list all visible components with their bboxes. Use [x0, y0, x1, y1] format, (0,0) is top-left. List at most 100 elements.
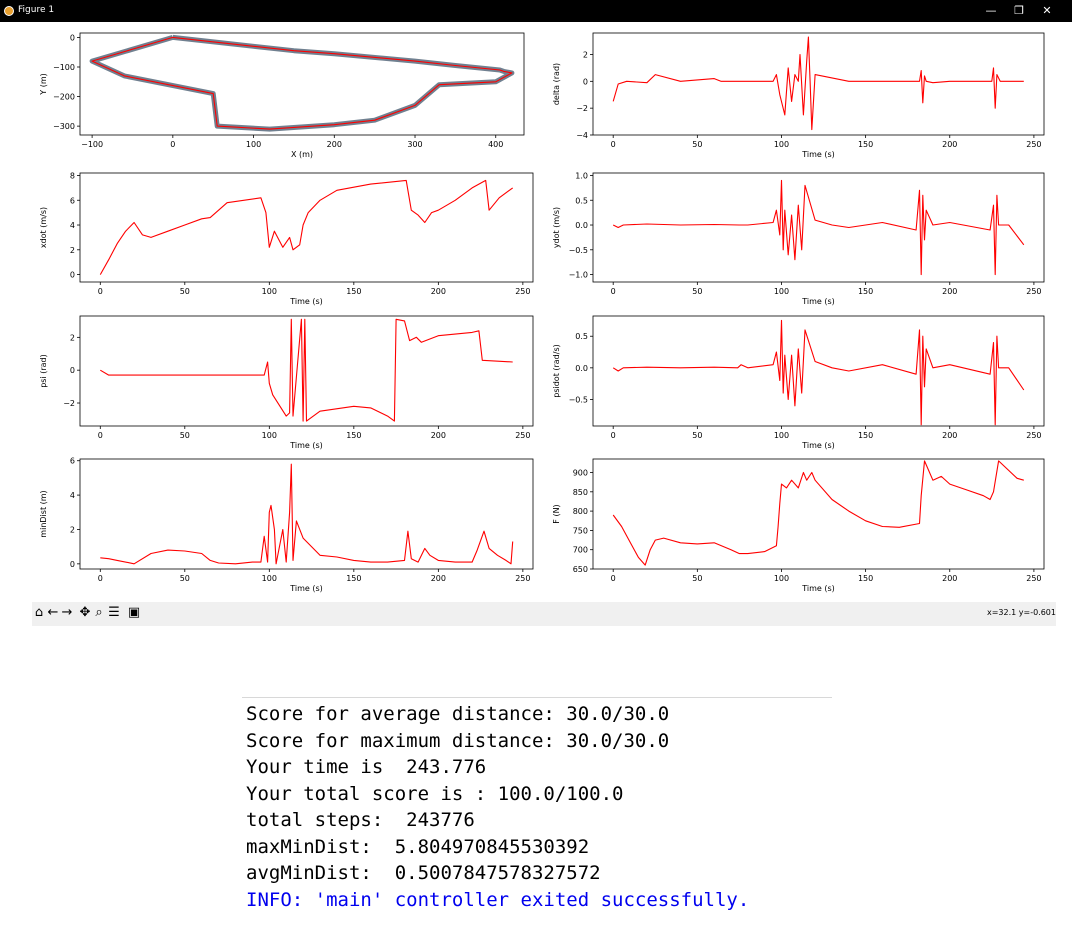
- y-tick-label: 6: [70, 196, 75, 205]
- y-tick-label: 850: [573, 488, 588, 497]
- x-tick-label: 250: [1026, 287, 1041, 296]
- console-output: Score for average distance: 30.0/30.0 Sc…: [242, 697, 832, 913]
- y-axis-label: Y (m): [39, 73, 48, 95]
- axes-frame: [592, 458, 1045, 570]
- y-tick-label: −0.5: [569, 246, 588, 255]
- y-tick-label: 2: [70, 333, 75, 342]
- x-tick-label: 0: [170, 140, 175, 149]
- y-axis-label: delta (rad): [552, 63, 561, 105]
- y-tick-label: −2: [63, 399, 75, 408]
- x-tick-label: 150: [858, 431, 873, 440]
- pan-button[interactable]: ✥: [79, 605, 91, 620]
- y-axis-label: xdot (m/s): [39, 207, 48, 248]
- window-titlebar: Figure 1 — ❐ ✕: [0, 0, 1072, 22]
- x-axis-label: Time (s): [801, 150, 835, 159]
- x-axis-label: Time (s): [289, 297, 323, 306]
- y-tick-label: −0.5: [569, 395, 588, 404]
- x-tick-label: 150: [346, 431, 361, 440]
- track-series-line: [91, 36, 513, 130]
- close-button[interactable]: ✕: [1042, 4, 1052, 17]
- figure-canvas[interactable]: −100 0 100 200 300 400 0 −100 −200 −300 X (m) Y (m)…: [0, 22, 1072, 600]
- navigation-toolbar: ⌂ ← → ✥ ⌕ ☰ ▣ x=32.1 y=-0.601: [32, 602, 1056, 626]
- x-tick-label: 200: [942, 574, 957, 583]
- x-axis-label: Time (s): [801, 441, 835, 450]
- y-tick-label: 1.0: [575, 171, 588, 180]
- matplotlib-icon: [4, 6, 14, 16]
- y-tick-label: 0.0: [575, 364, 588, 373]
- x-axis-label: Time (s): [289, 441, 323, 450]
- y-tick-label: 2: [70, 525, 75, 534]
- x-tick-label: 250: [1026, 140, 1041, 149]
- psidot-series-line: [612, 319, 1025, 426]
- y-tick-label: −1.0: [569, 271, 588, 280]
- y-axis-label: ydot (m/s): [552, 207, 561, 248]
- axes-frame: [79, 458, 534, 570]
- console-line: Score for average distance: 30.0/30.0: [246, 703, 670, 725]
- x-tick-label: 50: [692, 287, 702, 296]
- x-tick-label: 0: [611, 140, 616, 149]
- x-tick-label: 0: [611, 431, 616, 440]
- x-tick-label: 100: [262, 431, 277, 440]
- console-line: maxMinDist: 5.804970845530392: [246, 835, 590, 858]
- y-tick-label: 6: [70, 457, 75, 466]
- x-tick-label: 0: [611, 287, 616, 296]
- y-tick-label: 0.5: [575, 332, 588, 341]
- minDist-series-line: [100, 463, 514, 565]
- y-tick-label: 0: [70, 560, 75, 569]
- axes-frame: [592, 315, 1045, 427]
- x-tick-label: 50: [180, 574, 190, 583]
- axes-frame: [592, 172, 1045, 283]
- y-tick-label: 0: [70, 271, 75, 280]
- x-tick-label: 300: [407, 140, 422, 149]
- home-button[interactable]: ⌂: [34, 605, 44, 620]
- zoom-button[interactable]: ⌕: [95, 605, 103, 620]
- y-tick-label: 0.0: [575, 221, 588, 230]
- save-button[interactable]: ▣: [127, 605, 141, 620]
- x-tick-label: 150: [858, 140, 873, 149]
- forward-button[interactable]: →: [61, 605, 73, 620]
- x-tick-label: 200: [942, 287, 957, 296]
- x-tick-label: 100: [262, 287, 277, 296]
- x-tick-label: 200: [431, 287, 446, 296]
- x-axis-label: Time (s): [801, 584, 835, 593]
- minimize-button[interactable]: —: [985, 4, 997, 17]
- x-tick-label: 50: [692, 574, 702, 583]
- y-tick-label: 650: [573, 565, 588, 574]
- ydot-series-line: [612, 179, 1025, 276]
- y-tick-label: 0.5: [575, 196, 588, 205]
- x-tick-label: −100: [81, 140, 103, 149]
- x-tick-label: 50: [692, 140, 702, 149]
- y-tick-label: 0: [70, 33, 75, 42]
- y-axis-label: minDist (m): [39, 490, 48, 537]
- back-button[interactable]: ←: [47, 605, 59, 620]
- axes-frame: [592, 32, 1045, 136]
- configure-subplots-button[interactable]: ☰: [108, 605, 120, 620]
- x-tick-label: 200: [942, 431, 957, 440]
- x-tick-label: 0: [98, 574, 103, 583]
- console-line: Your total score is : 100.0/100.0: [246, 782, 624, 805]
- y-tick-label: 800: [573, 507, 588, 516]
- x-tick-label: 50: [692, 431, 702, 440]
- psi-series-line: [100, 318, 513, 422]
- x-tick-label: 100: [262, 574, 277, 583]
- y-tick-label: 0: [583, 77, 588, 86]
- x-tick-label: 200: [431, 431, 446, 440]
- y-tick-label: −200: [53, 93, 75, 102]
- y-tick-label: 4: [70, 491, 75, 500]
- console-line: avgMinDist: 0.5007847578327572: [246, 862, 601, 884]
- x-tick-label: 150: [346, 574, 361, 583]
- x-tick-label: 0: [98, 431, 103, 440]
- x-tick-label: 250: [1026, 574, 1041, 583]
- maximize-button[interactable]: ❐: [1014, 4, 1024, 17]
- x-tick-label: 50: [180, 287, 190, 296]
- x-axis-label: Time (s): [289, 584, 323, 593]
- y-tick-label: 750: [573, 526, 588, 535]
- F-series-line: [612, 460, 1024, 566]
- console-info-line: INFO: 'main' controller exited successfu…: [246, 888, 750, 911]
- x-tick-label: 100: [774, 140, 789, 149]
- y-axis-label: F (N): [552, 504, 561, 523]
- x-tick-label: 50: [180, 431, 190, 440]
- x-tick-label: 0: [611, 574, 616, 583]
- axes-frame: [79, 172, 534, 283]
